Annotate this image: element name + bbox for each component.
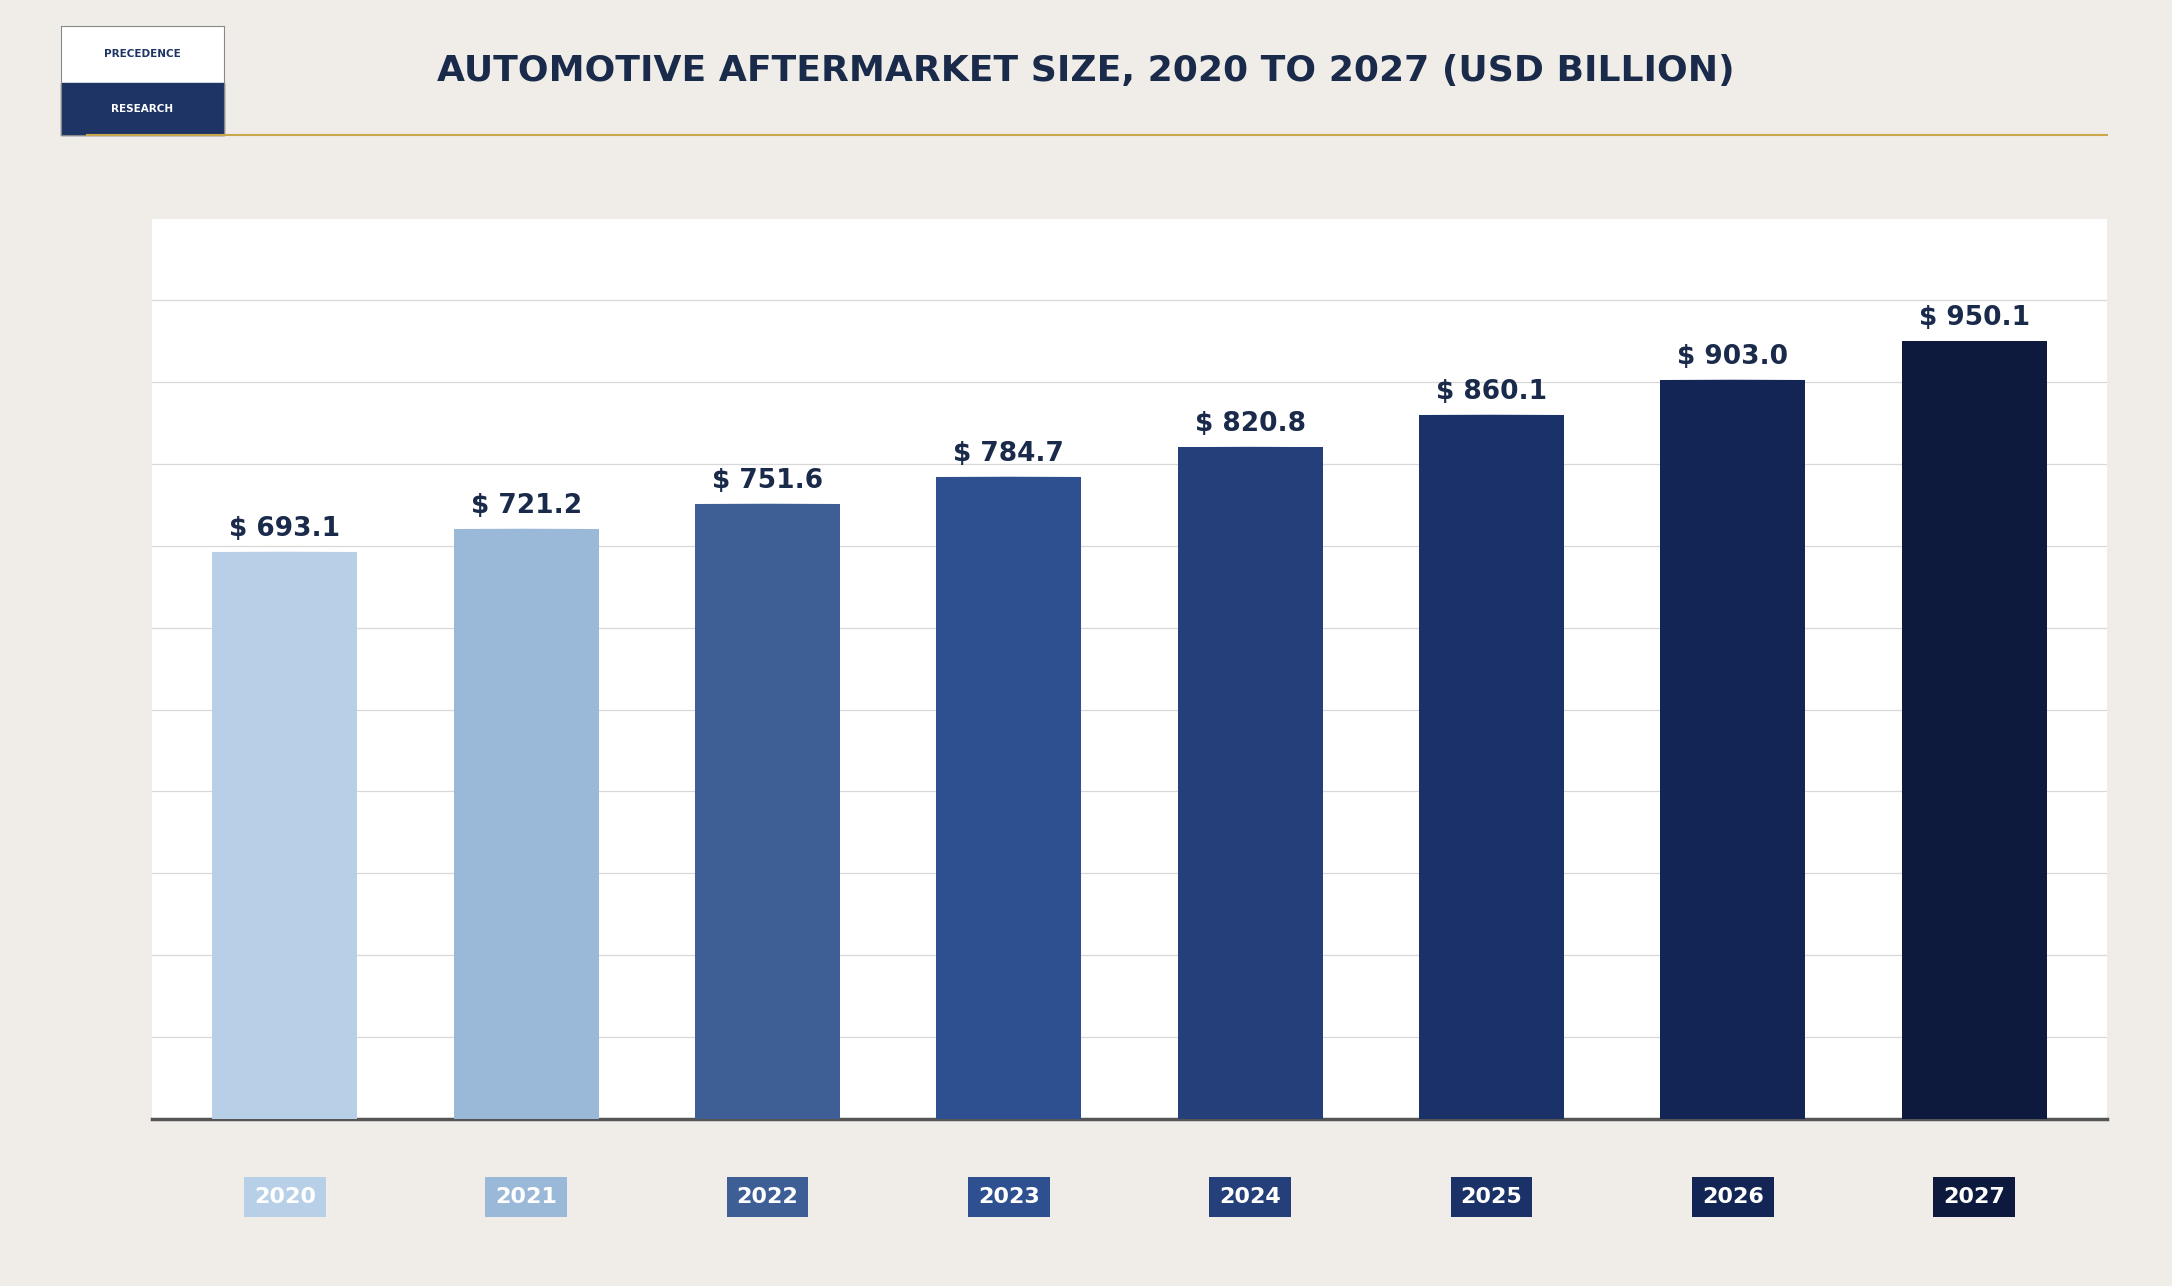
Text: 2023: 2023 (977, 1187, 1040, 1206)
Bar (61, 82, 224, 135)
Bar (695, 504, 841, 1119)
Bar (1659, 379, 1805, 1119)
Text: $ 950.1: $ 950.1 (1918, 305, 2029, 332)
Text: RESEARCH: RESEARCH (111, 104, 174, 113)
Text: 2025: 2025 (1460, 1187, 1523, 1206)
Bar (213, 552, 356, 1119)
Text: PRECEDENCE: PRECEDENCE (104, 49, 180, 59)
Bar (1903, 341, 2046, 1119)
Text: 2027: 2027 (1944, 1187, 2005, 1206)
Bar (61, 26, 224, 82)
Text: 2026: 2026 (1703, 1187, 1764, 1206)
Text: $ 751.6: $ 751.6 (712, 468, 823, 494)
Bar (936, 477, 1082, 1119)
Text: 2024: 2024 (1218, 1187, 1281, 1206)
Bar (1177, 448, 1323, 1119)
Text: $ 693.1: $ 693.1 (230, 516, 341, 541)
Text: $ 721.2: $ 721.2 (471, 493, 582, 518)
Bar (1418, 415, 1564, 1119)
Text: AUTOMOTIVE AFTERMARKET SIZE, 2020 TO 2027 (USD BILLION): AUTOMOTIVE AFTERMARKET SIZE, 2020 TO 202… (437, 54, 1735, 87)
Bar (454, 529, 599, 1119)
Text: 2022: 2022 (736, 1187, 799, 1206)
Text: $ 784.7: $ 784.7 (954, 441, 1064, 467)
Text: $ 903.0: $ 903.0 (1677, 343, 1788, 370)
Text: 2020: 2020 (254, 1187, 315, 1206)
Text: $ 860.1: $ 860.1 (1436, 379, 1546, 405)
Text: 2021: 2021 (495, 1187, 556, 1206)
Text: $ 820.8: $ 820.8 (1195, 412, 1305, 437)
